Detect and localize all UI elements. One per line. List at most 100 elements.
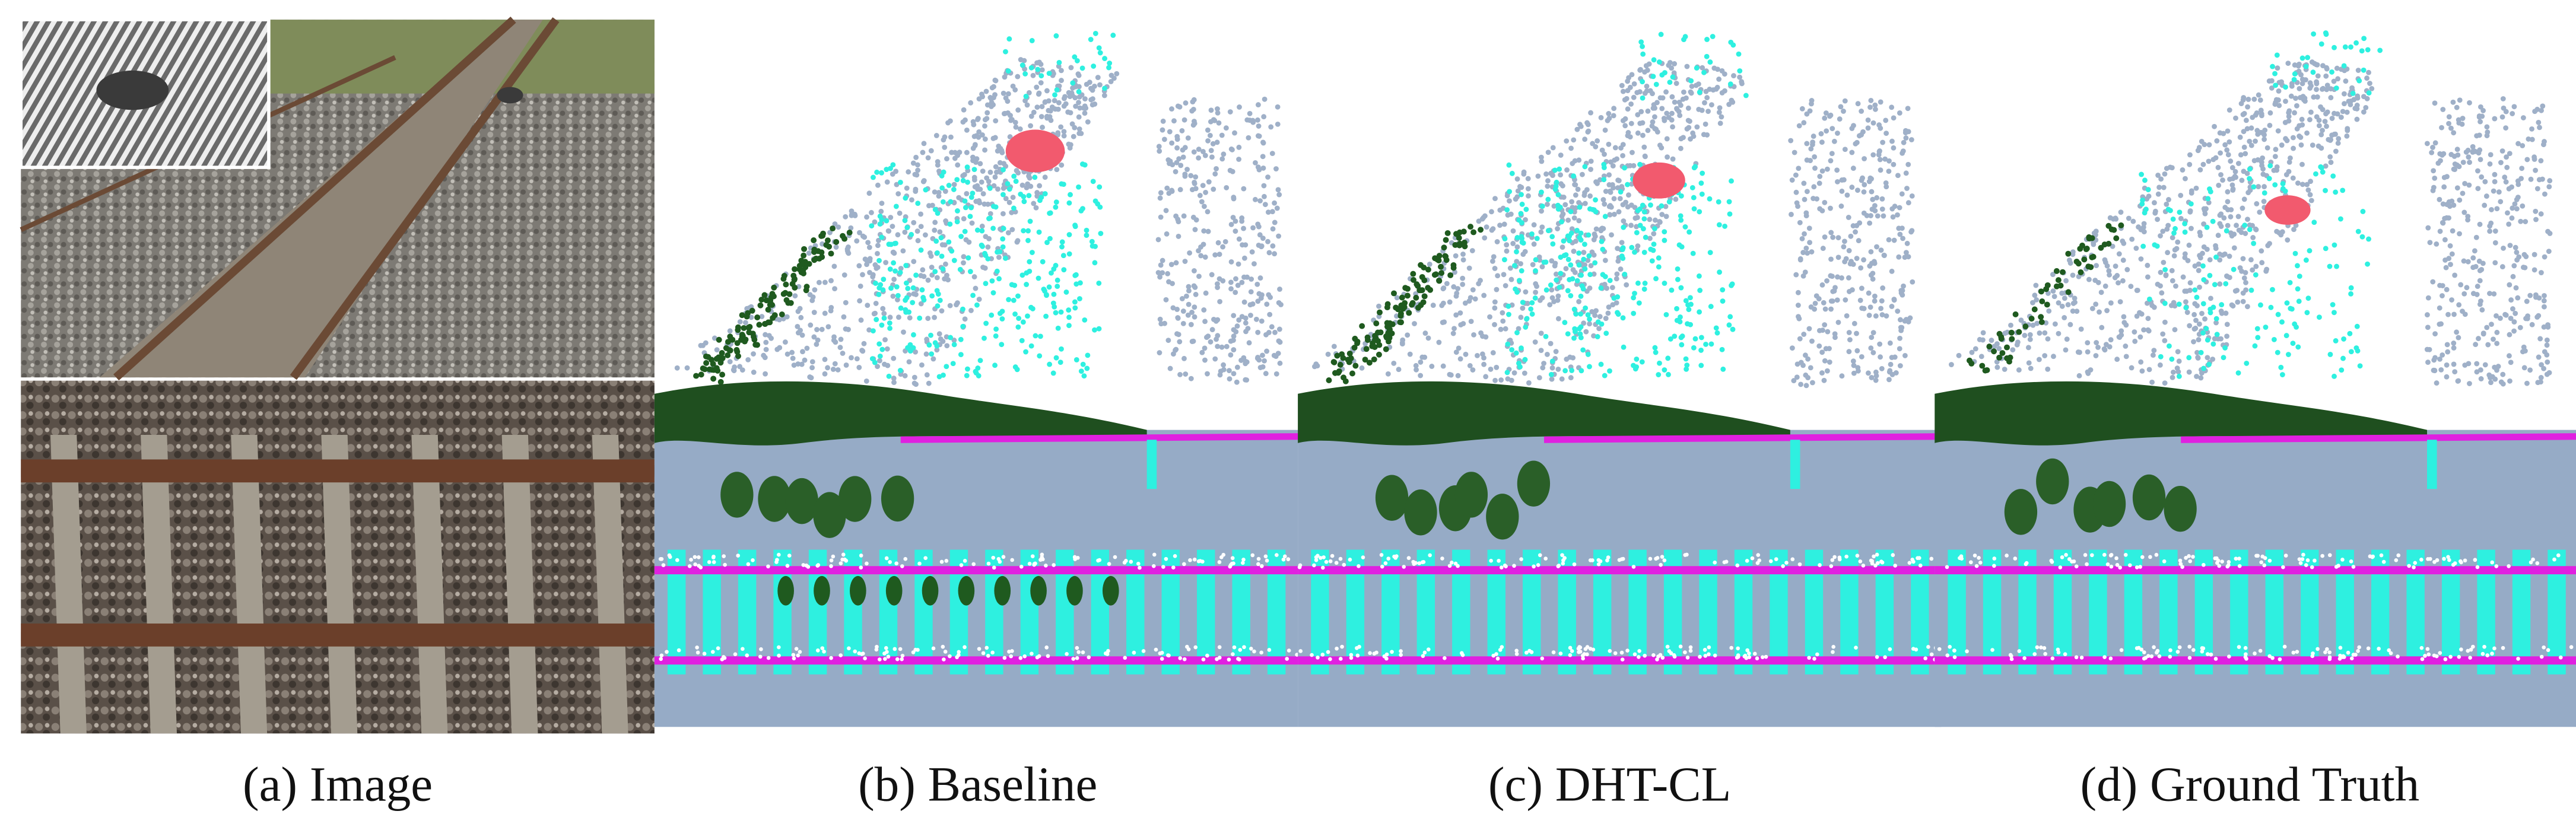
point bbox=[1602, 373, 1608, 378]
point bbox=[939, 173, 945, 179]
point bbox=[1582, 266, 1588, 272]
point bbox=[2213, 255, 2219, 260]
point bbox=[1055, 325, 1061, 331]
point bbox=[2499, 148, 2505, 154]
point bbox=[1539, 208, 1544, 214]
point bbox=[1201, 657, 1206, 661]
point bbox=[898, 305, 904, 311]
point bbox=[661, 563, 666, 567]
point bbox=[1562, 368, 1568, 374]
point bbox=[1648, 556, 1653, 561]
point bbox=[858, 317, 864, 323]
point bbox=[1910, 557, 1915, 562]
point bbox=[1822, 115, 1828, 121]
point bbox=[1241, 299, 1247, 305]
point bbox=[875, 243, 881, 249]
point bbox=[1072, 224, 1078, 230]
point bbox=[2444, 215, 2450, 221]
point bbox=[784, 314, 790, 320]
point bbox=[1255, 329, 1261, 335]
point bbox=[1407, 351, 1413, 357]
point bbox=[1257, 232, 1263, 238]
point bbox=[1889, 371, 1895, 377]
point bbox=[2545, 322, 2550, 327]
point bbox=[1457, 356, 1463, 362]
point bbox=[2102, 259, 2108, 265]
point bbox=[2432, 355, 2438, 361]
point bbox=[1532, 564, 1536, 569]
point bbox=[1580, 347, 1586, 353]
point bbox=[1665, 644, 1670, 649]
point bbox=[857, 284, 863, 289]
point bbox=[1274, 553, 1279, 557]
point bbox=[1256, 562, 1260, 567]
vegetation bbox=[1298, 381, 1790, 446]
point bbox=[2237, 556, 2241, 561]
point bbox=[2222, 205, 2228, 211]
point bbox=[1800, 250, 1806, 255]
point bbox=[2027, 336, 2033, 342]
point bbox=[891, 260, 897, 266]
point bbox=[884, 556, 889, 561]
point bbox=[870, 328, 876, 334]
point bbox=[1832, 555, 1837, 559]
point bbox=[1466, 298, 1472, 304]
point bbox=[973, 133, 979, 139]
point bbox=[1635, 112, 1641, 117]
point bbox=[1686, 229, 1692, 235]
point bbox=[763, 346, 769, 352]
point bbox=[1659, 106, 1665, 112]
point bbox=[700, 365, 706, 372]
point bbox=[1756, 553, 1761, 557]
point bbox=[1025, 228, 1031, 234]
point bbox=[1593, 308, 1599, 314]
point bbox=[1750, 556, 1755, 561]
point bbox=[2320, 128, 2325, 133]
point bbox=[1538, 553, 1542, 558]
point bbox=[1889, 206, 1895, 212]
point bbox=[1637, 648, 1641, 653]
point bbox=[2202, 316, 2207, 322]
point bbox=[1731, 73, 1736, 79]
point bbox=[2149, 379, 2155, 385]
point bbox=[2298, 561, 2303, 565]
point bbox=[874, 169, 880, 175]
point bbox=[1620, 315, 1626, 321]
point bbox=[2527, 292, 2533, 298]
point bbox=[1629, 72, 1635, 78]
point bbox=[2456, 117, 2461, 123]
point bbox=[2538, 158, 2544, 164]
point bbox=[1096, 558, 1100, 563]
point bbox=[1538, 348, 1544, 354]
point bbox=[909, 231, 914, 237]
point bbox=[929, 265, 935, 270]
point bbox=[1587, 321, 1592, 327]
point bbox=[1875, 655, 1879, 659]
point bbox=[1743, 93, 1749, 98]
point bbox=[2184, 310, 2190, 315]
point bbox=[963, 558, 967, 563]
point bbox=[1870, 152, 1876, 158]
point bbox=[951, 342, 957, 348]
point bbox=[1571, 173, 1577, 179]
point bbox=[1641, 216, 1647, 222]
point bbox=[2425, 295, 2431, 301]
point bbox=[1227, 109, 1233, 114]
point bbox=[2334, 65, 2340, 71]
point bbox=[1644, 83, 1650, 89]
point bbox=[2213, 320, 2219, 326]
point bbox=[1578, 272, 1584, 278]
point bbox=[2353, 40, 2359, 46]
point bbox=[2365, 261, 2370, 267]
point bbox=[1728, 39, 1734, 45]
point bbox=[2314, 94, 2320, 100]
point bbox=[787, 300, 794, 306]
point bbox=[2151, 348, 2157, 354]
point bbox=[989, 312, 995, 318]
point bbox=[2260, 155, 2266, 161]
point bbox=[1494, 364, 1500, 370]
point bbox=[2245, 217, 2250, 222]
point bbox=[1587, 316, 1592, 322]
point bbox=[1594, 138, 1600, 144]
point bbox=[881, 276, 887, 282]
